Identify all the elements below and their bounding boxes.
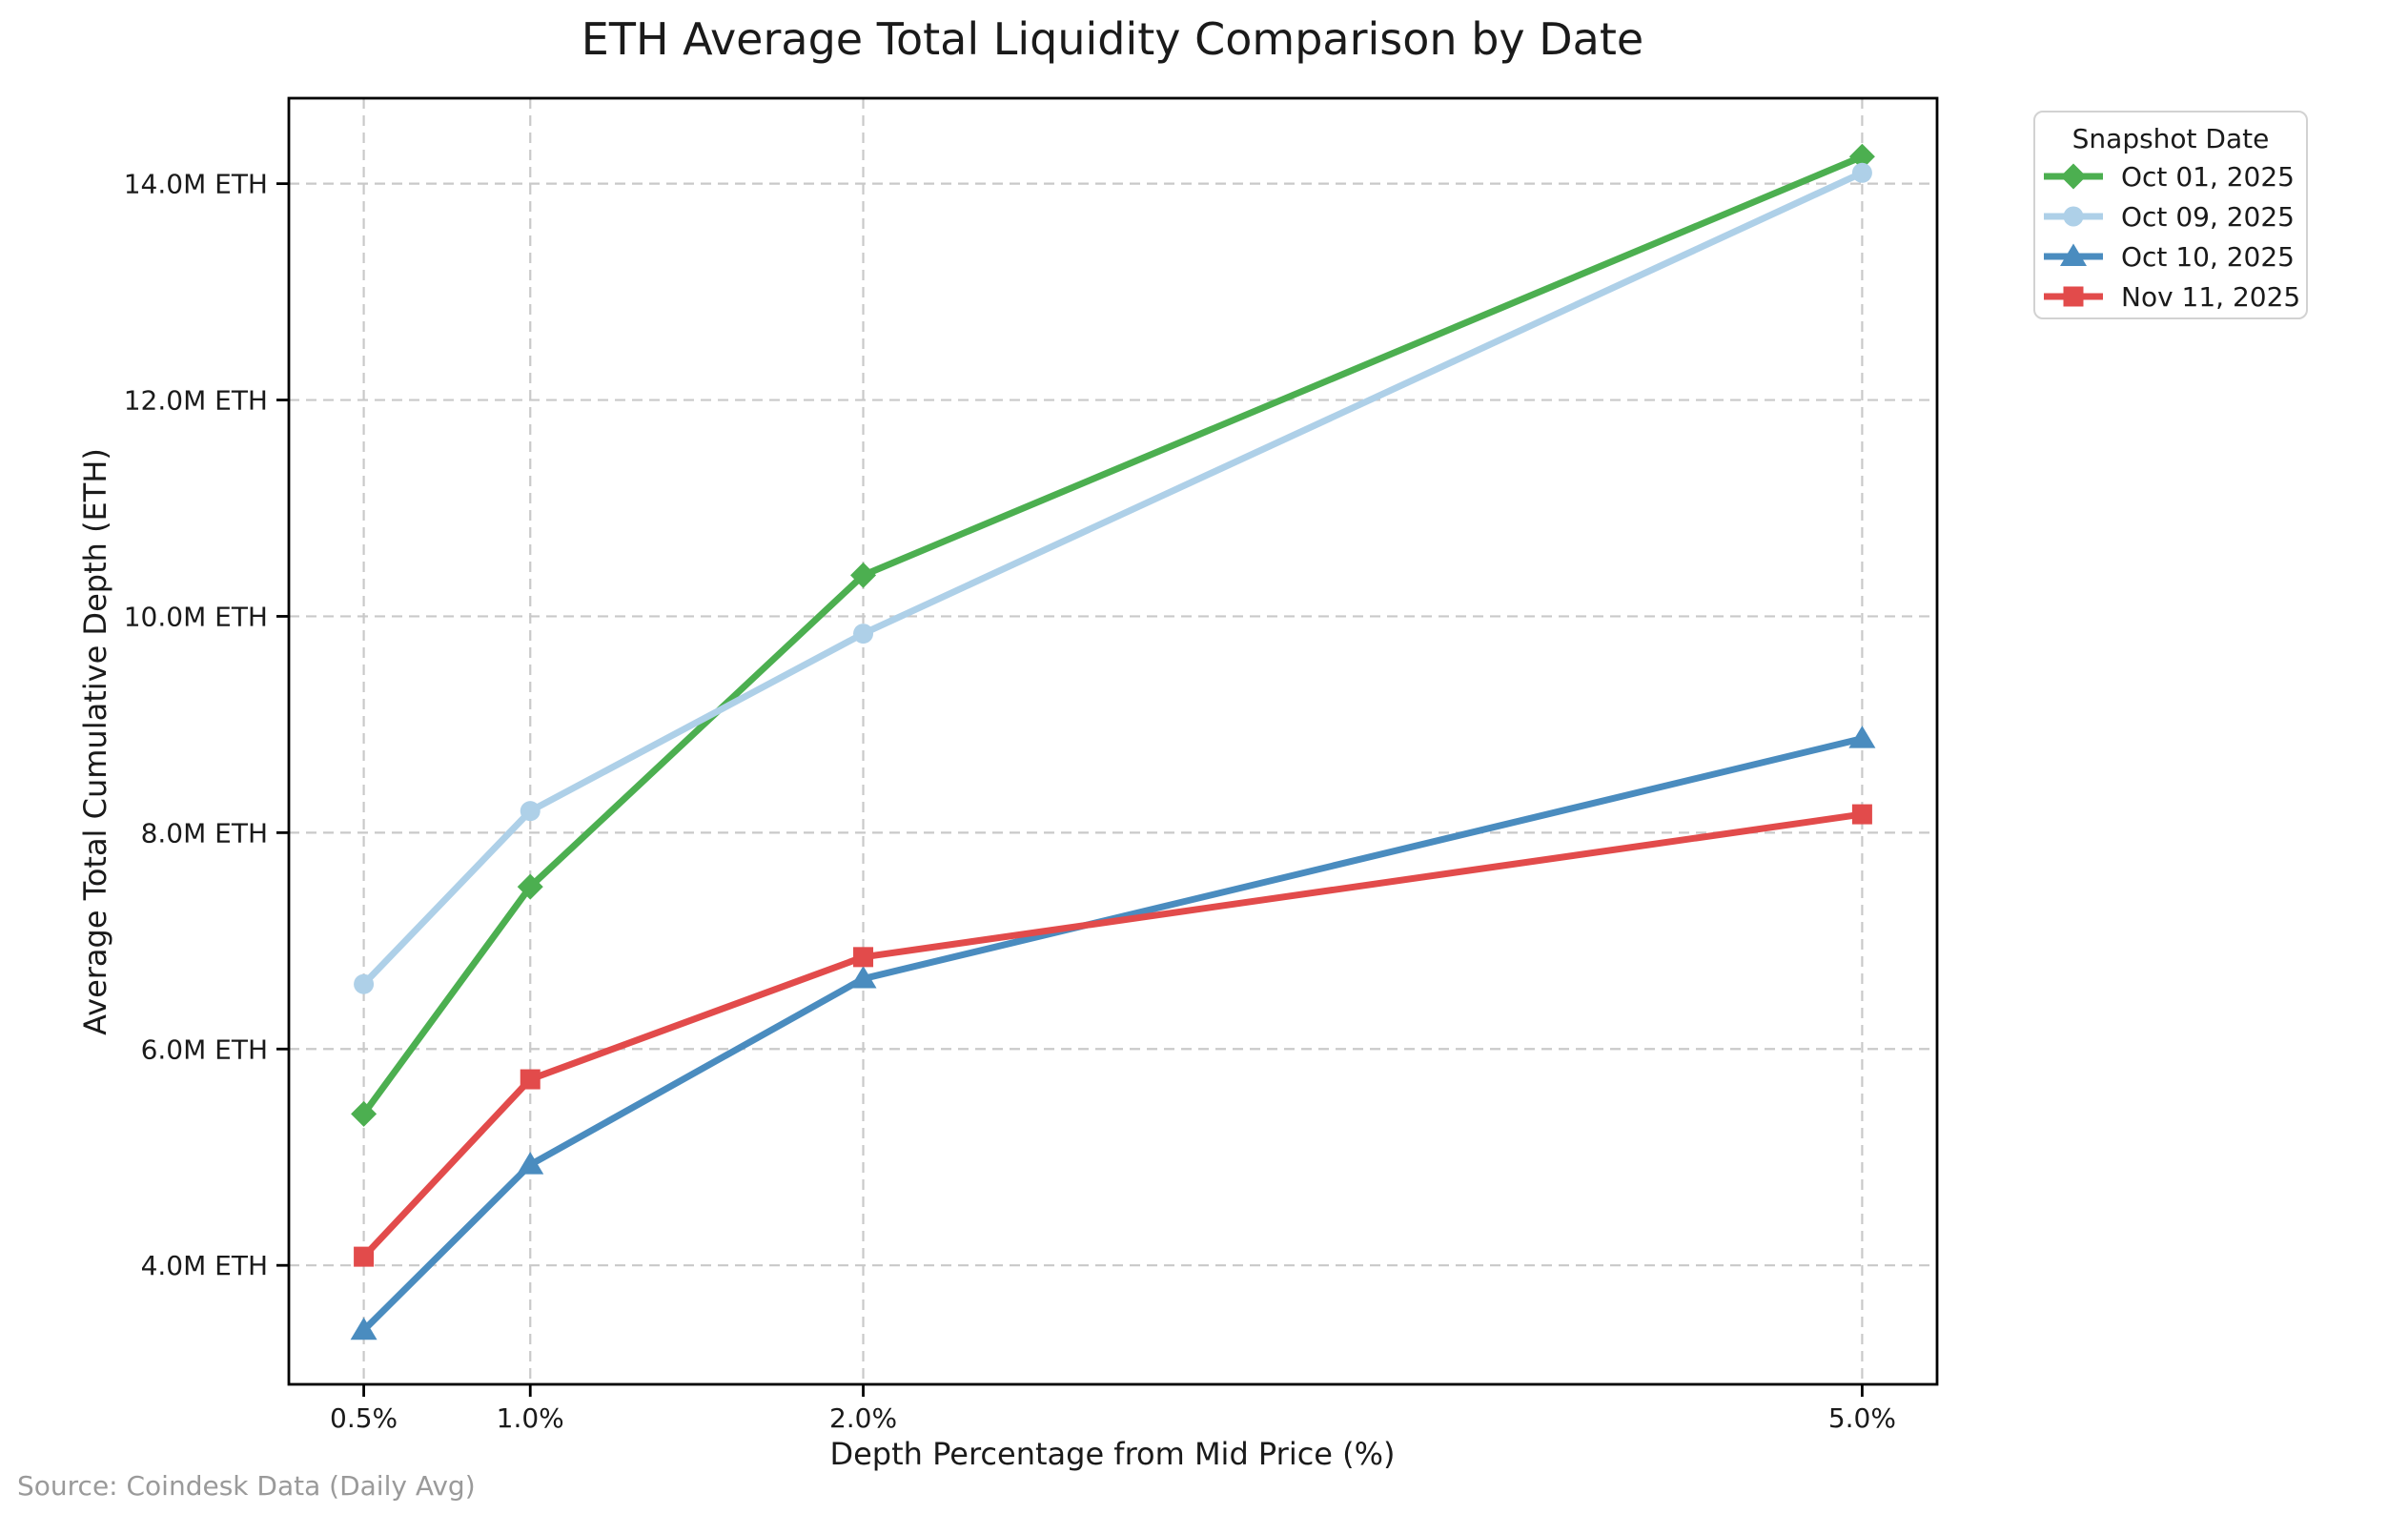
data-point-square (1851, 804, 1872, 825)
data-point-square (2063, 286, 2084, 307)
series-line (360, 153, 1866, 1117)
data-point-triangle (1848, 726, 1876, 748)
legend-item-nov-11-2025: Nov 11, 2025 (2035, 276, 2306, 317)
y-tick-label: 12.0M ETH (124, 385, 268, 417)
legend-marker-triangle-up-icon (2044, 243, 2103, 266)
data-point-diamond (850, 562, 877, 588)
series-oct-10-2025 (350, 726, 1876, 1340)
series-oct-01-2025 (351, 143, 1875, 1127)
legend-marker-square-icon (2044, 286, 2103, 307)
series-nov-11-2025 (354, 804, 1872, 1267)
data-point-circle (853, 624, 874, 644)
x-tick-label: 1.0% (497, 1402, 564, 1434)
legend-marker-diamond-icon (2044, 163, 2103, 190)
data-point-circle (2063, 206, 2084, 227)
data-point-square (853, 947, 874, 968)
legend-marker-circle-icon (2044, 206, 2103, 227)
legend-label: Oct 10, 2025 (2121, 240, 2295, 273)
legend-item-oct-10-2025: Oct 10, 2025 (2035, 236, 2306, 276)
data-point-circle (1851, 162, 1872, 183)
data-point-diamond (351, 1100, 378, 1127)
legend-title: Snapshot Date (2071, 123, 2270, 154)
series-oct-09-2025 (354, 162, 1872, 994)
x-tick-label: 5.0% (1828, 1402, 1896, 1434)
axes-spines (287, 96, 1939, 1386)
data-point-square (520, 1069, 541, 1090)
y-tick-label: 14.0M ETH (124, 169, 268, 200)
y-tick-label: 8.0M ETH (141, 817, 268, 849)
legend-item-oct-01-2025: Oct 01, 2025 (2035, 156, 2306, 196)
x-axis-label: Depth Percentage from Mid Price (%) (829, 1436, 1396, 1472)
chart-title: ETH Average Total Liquidity Comparison b… (581, 13, 1644, 65)
y-tick-label: 4.0M ETH (141, 1250, 268, 1281)
series-line (360, 169, 1866, 988)
legend-label: Oct 09, 2025 (2121, 200, 2295, 233)
data-point-circle (354, 973, 375, 994)
data-point-circle (520, 801, 541, 822)
source-note: Source: Coindesk Data (Daily Avg) (17, 1470, 476, 1502)
gridlines (289, 98, 1937, 1384)
legend-item-oct-09-2025: Oct 09, 2025 (2035, 196, 2306, 236)
data-point-diamond (517, 873, 543, 900)
legend-items: Oct 01, 2025 Oct 09, 2025 Oct 10, 2025 Nov … (2035, 156, 2306, 317)
y-tick-label: 6.0M ETH (141, 1033, 268, 1065)
legend-label: Oct 01, 2025 (2121, 160, 2295, 193)
x-tick-label: 2.0% (829, 1402, 897, 1434)
data-point-triangle (849, 966, 877, 989)
data-point-square (354, 1246, 375, 1267)
data-point-diamond (2060, 163, 2087, 190)
data-point-triangle (350, 1317, 378, 1340)
legend-box: Snapshot Date Oct 01, 2025 Oct 09, 2025 Oc… (2033, 111, 2308, 319)
series-line (360, 810, 1866, 1260)
data-point-triangle (517, 1152, 544, 1175)
series-line (360, 735, 1866, 1334)
y-axis-label: Average Total Cumulative Depth (ETH) (77, 448, 113, 1035)
data-point-triangle (2060, 243, 2087, 266)
data-point-diamond (1848, 143, 1875, 170)
y-tick-label: 10.0M ETH (124, 601, 268, 632)
legend-label: Nov 11, 2025 (2121, 280, 2301, 313)
x-tick-label: 0.5% (330, 1402, 398, 1434)
